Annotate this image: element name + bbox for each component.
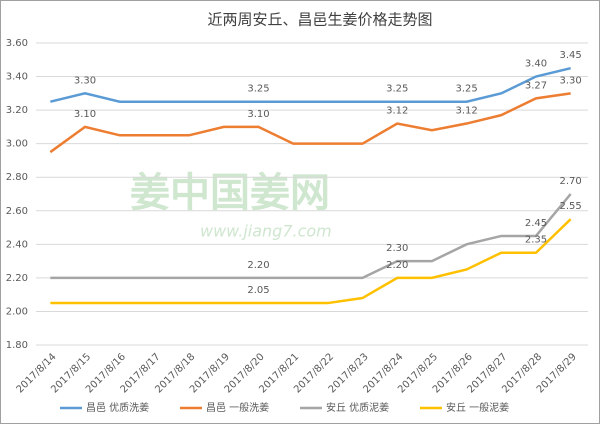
data-label: 3.10	[247, 109, 269, 120]
y-tick-label: 3.00	[6, 139, 28, 150]
data-label: 2.35	[525, 235, 547, 246]
series-line	[49, 92, 571, 154]
data-label: 2.55	[560, 201, 582, 212]
y-tick-label: 2.00	[6, 306, 28, 317]
y-tick-label: 2.40	[6, 239, 28, 250]
y-tick-label: 3.60	[6, 38, 28, 49]
data-label: 2.20	[247, 260, 269, 271]
y-tick-label: 2.60	[6, 206, 28, 217]
y-tick-label: 2.20	[6, 273, 28, 284]
series-line	[50, 218, 572, 305]
data-label: 3.30	[560, 75, 582, 86]
data-label: 3.40	[525, 59, 547, 70]
data-label: 2.30	[386, 243, 408, 254]
data-label: 3.25	[455, 84, 477, 95]
legend-label: 安丘 一般泥姜	[446, 401, 509, 414]
legend-label: 安丘 优质泥姜	[326, 401, 389, 414]
data-label: 3.25	[247, 84, 269, 95]
data-label: 3.45	[560, 50, 582, 61]
data-label: 3.12	[455, 106, 477, 117]
data-label: 2.05	[247, 285, 269, 296]
data-label: 3.10	[74, 109, 96, 120]
data-label: 3.27	[525, 80, 547, 91]
y-tick-label: 1.80	[6, 340, 28, 351]
watermark-url: www.jiang7.com	[200, 222, 332, 241]
chart-title: 近两周安丘、昌邑生姜价格走势图	[207, 11, 432, 29]
data-label: 3.25	[386, 84, 408, 95]
data-label: 3.12	[386, 106, 408, 117]
legend-label: 昌邑 优质洗姜	[86, 401, 149, 414]
series-line	[50, 193, 572, 280]
y-tick-label: 2.80	[6, 172, 28, 183]
data-label: 3.30	[74, 75, 96, 86]
data-label: 2.70	[560, 176, 582, 187]
legend-label: 昌邑 一般洗姜	[206, 401, 269, 414]
data-label: 2.20	[386, 260, 408, 271]
y-tick-label: 3.20	[6, 105, 28, 116]
data-label: 2.45	[525, 218, 547, 229]
series-line	[50, 66, 571, 103]
y-tick-label: 3.40	[6, 72, 28, 83]
